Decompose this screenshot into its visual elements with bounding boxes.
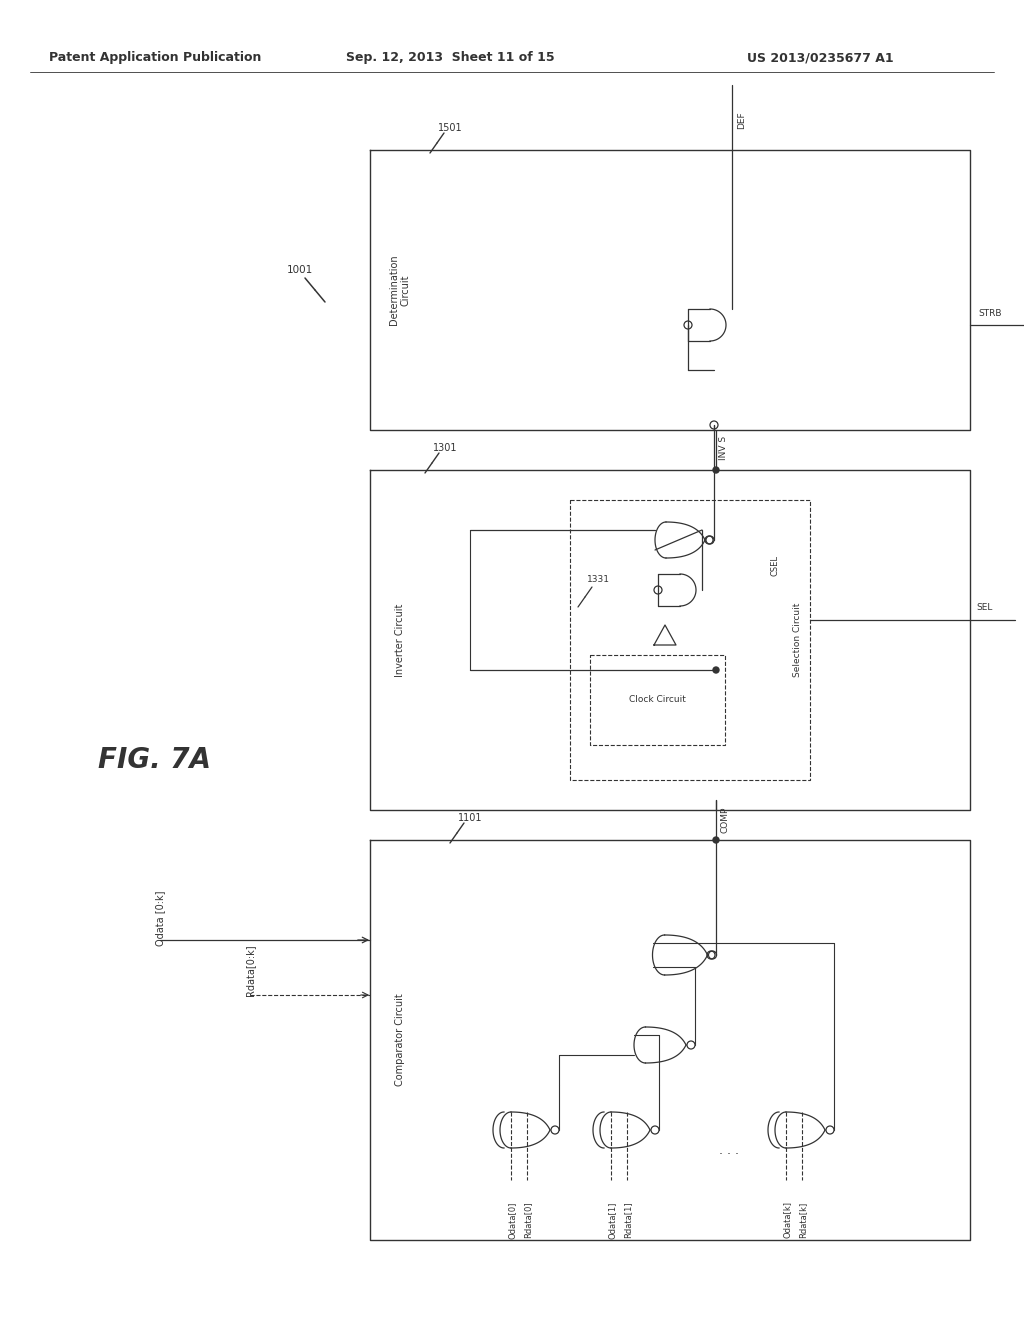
Text: Rdata[0:k]: Rdata[0:k] [245,944,255,995]
Circle shape [713,837,719,843]
Text: INV S: INV S [719,436,728,461]
Text: Patent Application Publication: Patent Application Publication [49,51,261,65]
Text: CSEL: CSEL [770,554,779,576]
Text: Comparator Circuit: Comparator Circuit [395,994,406,1086]
Text: 1001: 1001 [287,265,313,275]
Text: Determination
Circuit: Determination Circuit [389,255,411,325]
Text: Rdata[k]: Rdata[k] [799,1203,808,1238]
Text: SEL: SEL [977,603,993,612]
Text: Odata[0]: Odata[0] [508,1201,516,1238]
Text: . . .: . . . [711,1143,739,1156]
Circle shape [713,667,719,673]
Text: 1501: 1501 [437,123,462,133]
Text: Rdata[1]: Rdata[1] [624,1201,633,1238]
Circle shape [713,467,719,473]
Text: Odata[1]: Odata[1] [607,1201,616,1238]
Text: DEF: DEF [737,111,746,129]
Text: STRB: STRB [978,309,1001,318]
Text: Odata[k]: Odata[k] [782,1201,792,1238]
Text: FIG. 7A: FIG. 7A [98,746,212,774]
Text: Sep. 12, 2013  Sheet 11 of 15: Sep. 12, 2013 Sheet 11 of 15 [346,51,554,65]
Text: Odata [0:k]: Odata [0:k] [155,890,165,945]
Text: US 2013/0235677 A1: US 2013/0235677 A1 [746,51,893,65]
Text: Inverter Circuit: Inverter Circuit [395,603,406,677]
Text: 1301: 1301 [433,444,458,453]
Text: 1331: 1331 [587,576,609,585]
Text: Clock Circuit: Clock Circuit [629,696,686,705]
Text: Rdata[0]: Rdata[0] [523,1201,532,1238]
Text: Selection Circuit: Selection Circuit [794,603,803,677]
Text: COMP: COMP [721,807,730,833]
Text: 1101: 1101 [458,813,482,822]
